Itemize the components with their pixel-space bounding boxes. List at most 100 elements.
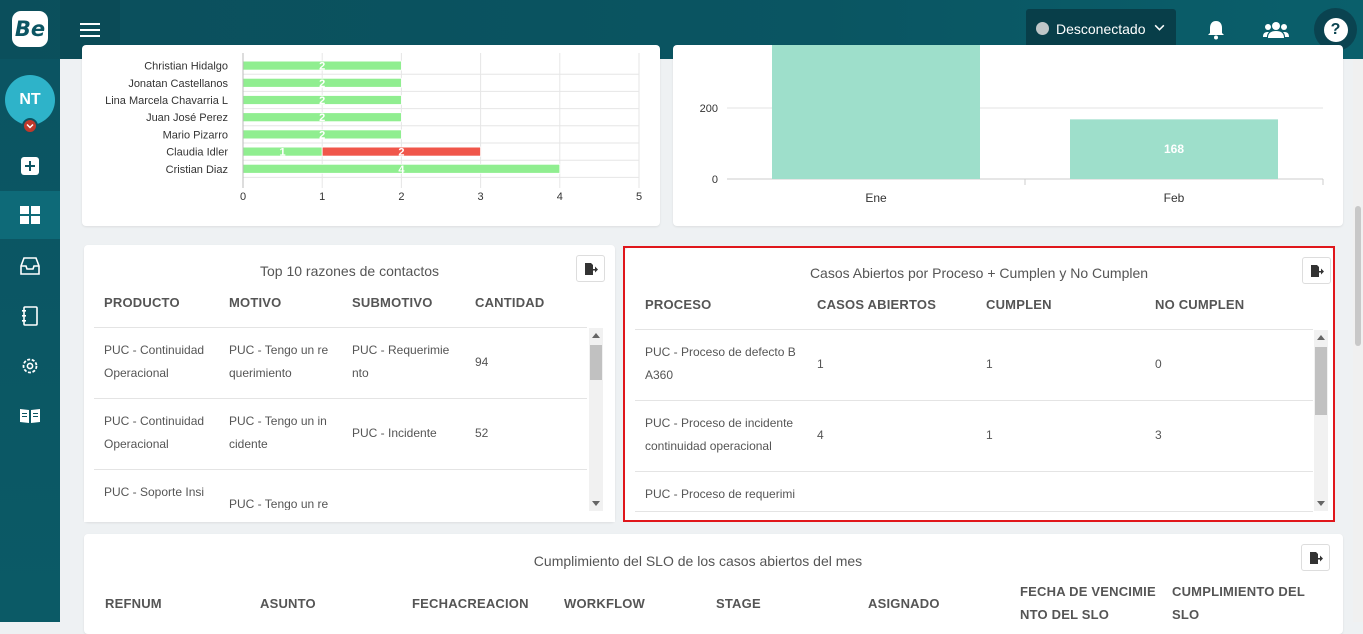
cell-producto-line: Operacional	[104, 437, 169, 451]
cell-submotivo-line: nto	[352, 366, 369, 380]
casos-abiertos-card: Casos Abiertos por Proceso + Cumplen y N…	[625, 248, 1333, 520]
agent-label: Jonatan Castellanos	[128, 78, 228, 90]
bar[interactable]	[1070, 119, 1278, 179]
hamburger-icon	[80, 22, 100, 37]
cell-cumplen: 1	[986, 357, 993, 371]
column-header[interactable]: PRODUCTO	[104, 295, 180, 310]
column-header[interactable]: NO CUMPLEN	[1155, 297, 1245, 312]
export-button[interactable]	[576, 255, 605, 282]
x-tick-label: 1	[319, 191, 325, 203]
status-dot-icon	[1036, 22, 1049, 35]
card-title: Top 10 razones de contactos	[259, 263, 439, 279]
sidebar-item-dashboard[interactable]	[0, 191, 60, 239]
month-chart-card: 0 200 Ene 168 Feb	[673, 45, 1343, 226]
scrollbar-thumb[interactable]	[590, 345, 602, 380]
divider	[635, 471, 1313, 472]
column-header[interactable]: CANTIDAD	[475, 295, 545, 310]
cell-proceso-line: A360	[645, 368, 674, 382]
page-scrollbar[interactable]	[1353, 59, 1363, 622]
bar-value-label: 2	[319, 112, 325, 124]
sidebar-item-knowledge[interactable]	[0, 392, 60, 440]
cell-proceso-line: continuidad operacional	[645, 439, 772, 453]
column-header[interactable]: REFNUM	[105, 596, 162, 611]
highlight-box	[623, 246, 1335, 522]
agent-label: Mario Pizarro	[163, 129, 228, 141]
add-square-icon	[21, 157, 39, 175]
scroll-down-icon[interactable]	[1317, 501, 1325, 506]
status-label: Desconectado	[1056, 20, 1146, 37]
notifications-button[interactable]	[1186, 0, 1246, 59]
sidebar-item-new[interactable]	[0, 142, 60, 190]
scroll-up-icon[interactable]	[1317, 335, 1325, 340]
bar-value-label: 2	[319, 95, 325, 107]
sidebar-item-notebook[interactable]	[0, 292, 60, 340]
column-header[interactable]: WORKFLOW	[564, 596, 646, 611]
cell-submotivo-line: PUC - Requerimie	[352, 343, 450, 357]
divider	[94, 398, 587, 399]
column-header-line: NTO DEL SLO	[1020, 607, 1110, 622]
table-scrollbar[interactable]	[1314, 330, 1328, 511]
column-header[interactable]: PROCESO	[645, 297, 712, 312]
chevron-down-icon	[26, 123, 34, 129]
help-icon: ?	[1323, 17, 1348, 42]
cell-producto-line: PUC - Continuidad	[104, 343, 205, 357]
export-button[interactable]	[1301, 544, 1330, 571]
agent-bar-chart: 0 1 2 3 4 5 Christian Hidalgo 2 Jonatan Castella…	[105, 53, 642, 203]
avatar[interactable]: NT	[5, 75, 55, 125]
x-tick-label: 2	[398, 191, 404, 203]
column-header[interactable]: ASUNTO	[260, 596, 316, 611]
status-dropdown[interactable]: Desconectado	[1026, 9, 1176, 48]
column-header[interactable]: FECHACREACION	[412, 596, 529, 611]
cell-producto-line: Operacional	[104, 366, 169, 380]
agent-label: Christian Hidalgo	[144, 61, 228, 73]
card-title: Casos Abiertos por Proceso + Cumplen y N…	[809, 265, 1149, 281]
agent-label: Cristian Diaz	[166, 164, 228, 176]
x-tick-label: Feb	[1164, 191, 1185, 205]
column-header[interactable]: SUBMOTIVO	[352, 295, 433, 310]
team-button[interactable]	[1246, 0, 1306, 59]
help-button[interactable]: ?	[1314, 8, 1357, 51]
bar-value-label: 168	[1164, 142, 1184, 156]
avatar-status-badge[interactable]	[22, 118, 38, 134]
cell-abiertos: 4	[817, 428, 824, 442]
cell-cantidad: 52	[475, 426, 489, 440]
scroll-up-icon[interactable]	[592, 333, 600, 338]
export-icon	[1309, 551, 1323, 564]
column-header[interactable]: CASOS ABIERTOS	[817, 297, 937, 312]
column-header[interactable]: STAGE	[716, 596, 761, 611]
cell-abiertos: 1	[817, 357, 824, 371]
bar[interactable]	[321, 146, 481, 157]
slo-card: Cumplimiento del SLO de los casos abiert…	[84, 534, 1343, 634]
column-header[interactable]: ASIGNADO	[868, 596, 940, 611]
bar-value-label: 2	[319, 61, 325, 73]
scroll-down-icon[interactable]	[592, 501, 600, 506]
agent-label: Juan José Perez	[146, 112, 228, 124]
page-scrollbar-thumb[interactable]	[1355, 206, 1361, 346]
month-bar-chart: 0 200 Ene 168 Feb	[700, 45, 1324, 205]
x-tick-label: 3	[478, 191, 484, 203]
cell-no-cumplen: 3	[1155, 428, 1162, 442]
x-tick-label: 5	[636, 191, 642, 203]
cell-motivo-line: PUC - Tengo un re	[229, 343, 329, 357]
book-icon	[20, 409, 40, 423]
table-scrollbar[interactable]	[589, 328, 603, 511]
app-logo[interactable]: Be	[12, 11, 48, 47]
sidebar-item-settings[interactable]	[0, 342, 60, 390]
column-header[interactable]: MOTIVO	[229, 295, 282, 310]
bar-value-label: 2	[319, 78, 325, 90]
cell-submotivo-line: PUC - Incidente	[352, 426, 437, 440]
bar[interactable]	[772, 45, 980, 179]
column-header[interactable]: CUMPLEN	[986, 297, 1052, 312]
bar-value-label: 1	[280, 147, 286, 159]
column-header-line: CUMPLIMIENTO DEL	[1172, 584, 1305, 599]
agent-chart-card: 0 1 2 3 4 5 Christian Hidalgo 2 Jonatan Castella…	[82, 45, 660, 226]
cell-cantidad: 94	[475, 355, 489, 369]
export-button[interactable]	[1302, 257, 1331, 284]
scrollbar-thumb[interactable]	[1315, 347, 1327, 415]
sidebar-item-inbox[interactable]	[0, 242, 60, 290]
dashboard-icon	[20, 206, 40, 224]
cell-motivo-line: querimiento	[229, 366, 292, 380]
cell-proceso-line: PUC - Proceso de defecto B	[645, 345, 796, 359]
column-header-line: SLO	[1172, 607, 1200, 622]
divider	[635, 511, 1313, 512]
